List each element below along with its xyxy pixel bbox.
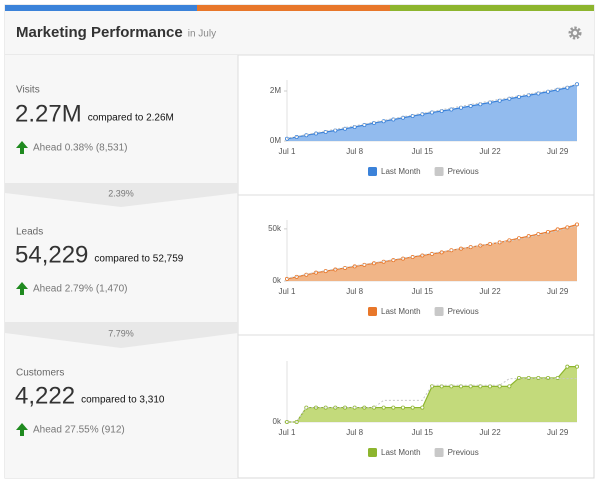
x-tick-label: Jul 22 (479, 428, 501, 437)
x-tick-label: Jul 15 (412, 428, 434, 437)
x-tick-label: Jul 29 (547, 147, 569, 156)
point (352, 264, 357, 269)
point (555, 375, 560, 380)
legend-swatch (368, 448, 377, 457)
strip-blue (5, 5, 197, 11)
point (497, 384, 502, 389)
up-arrow-icon (16, 141, 28, 154)
point (449, 107, 454, 112)
point (420, 405, 425, 410)
funnel-arrow (5, 322, 238, 348)
title: Marketing Performance (16, 24, 183, 41)
previous-line (286, 84, 578, 139)
x-tick-label: Jul 1 (279, 147, 296, 156)
point (575, 222, 580, 227)
metric-label: Customers (16, 368, 64, 379)
previous-line (287, 378, 577, 423)
funnel-rate: 2.39% (108, 188, 134, 198)
point (536, 91, 541, 96)
metric-value: 54,229 (15, 241, 88, 268)
y-tick-label: 50k (268, 224, 282, 233)
funnel-rate: 7.79% (108, 328, 134, 338)
legend-swatch (368, 307, 377, 316)
legend-label: Last Month (381, 448, 421, 457)
x-tick-label: Jul 29 (547, 287, 569, 296)
legend-swatch (368, 167, 377, 176)
point (575, 82, 580, 87)
up-arrow-icon (16, 282, 28, 295)
point (410, 405, 415, 410)
previous-line (286, 225, 578, 279)
y-tick-label: 0k (273, 276, 282, 285)
legend-label: Last Month (381, 167, 421, 176)
point (507, 384, 512, 389)
point (565, 364, 570, 369)
x-tick-label: Jul 15 (412, 287, 434, 296)
x-tick-label: Jul 22 (479, 287, 501, 296)
strip-orange (197, 5, 390, 11)
point (555, 87, 560, 92)
legend-label: Previous (448, 448, 479, 457)
x-tick-label: Jul 1 (279, 428, 296, 437)
subtitle: in July (188, 29, 216, 40)
metric-change: Ahead 0.38% (8,531) (33, 143, 128, 154)
point (575, 364, 580, 369)
point (468, 104, 473, 109)
legend-swatch (434, 448, 444, 457)
up-arrow-icon (16, 423, 28, 436)
x-tick-label: Jul 15 (412, 147, 434, 156)
point (342, 126, 347, 131)
x-tick-label: Jul 1 (279, 287, 296, 296)
point (400, 405, 405, 410)
x-tick-label: Jul 8 (346, 428, 363, 437)
point (536, 232, 541, 237)
x-tick-label: Jul 22 (479, 147, 501, 156)
point (555, 227, 560, 232)
settings-icon[interactable] (568, 26, 582, 40)
legend-swatch (434, 307, 444, 316)
point (439, 250, 444, 255)
x-tick-label: Jul 29 (547, 428, 569, 437)
point (391, 405, 396, 410)
metric-label: Visits (16, 85, 40, 96)
legend-label: Previous (448, 307, 479, 316)
metric-change: Ahead 27.55% (912) (33, 425, 125, 436)
legend-label: Last Month (381, 307, 421, 316)
funnel-arrow (5, 183, 238, 207)
strip-green (390, 5, 594, 11)
metric-label: Leads (16, 227, 43, 238)
area (287, 224, 577, 281)
left-panel (5, 55, 238, 478)
metric-change: Ahead 2.79% (1,470) (33, 284, 128, 295)
metric-value: 4,222 (15, 382, 75, 409)
x-tick-label: Jul 8 (346, 147, 363, 156)
y-tick-label: 0M (270, 136, 281, 145)
x-tick-label: Jul 8 (346, 287, 363, 296)
header-bg (5, 11, 594, 55)
metric-comparison: compared to 52,759 (94, 254, 183, 265)
metric-comparison: compared to 2.26M (88, 113, 174, 124)
y-tick-label: 2M (270, 86, 281, 95)
metric-value: 2.27M (15, 100, 82, 127)
point (487, 100, 492, 105)
legend-swatch (434, 167, 444, 176)
metric-comparison: compared to 3,310 (81, 395, 165, 406)
y-tick-label: 0k (273, 417, 282, 426)
point (381, 405, 386, 410)
point (517, 95, 522, 100)
legend-label: Previous (448, 167, 479, 176)
